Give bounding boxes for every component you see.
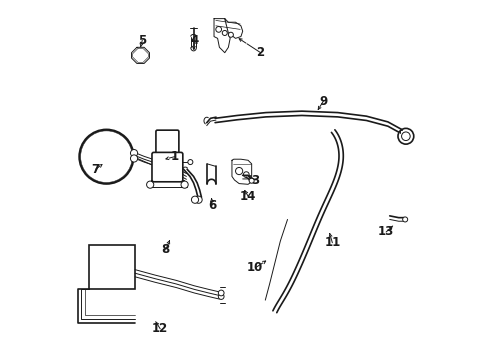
FancyBboxPatch shape [156, 130, 179, 156]
Text: 2: 2 [256, 46, 264, 59]
Circle shape [89, 139, 123, 174]
Circle shape [222, 31, 227, 36]
Circle shape [181, 181, 188, 188]
Circle shape [235, 167, 242, 175]
Circle shape [130, 155, 137, 162]
Text: 14: 14 [240, 190, 256, 203]
Text: 13: 13 [377, 225, 393, 238]
Text: 5: 5 [138, 33, 146, 47]
Circle shape [81, 131, 132, 183]
Polygon shape [214, 19, 230, 53]
Text: 10: 10 [246, 261, 263, 274]
Circle shape [187, 159, 192, 165]
Circle shape [249, 178, 254, 183]
Text: 1: 1 [170, 150, 178, 163]
Polygon shape [224, 19, 242, 39]
Text: 7: 7 [91, 163, 100, 176]
Circle shape [218, 290, 224, 296]
Polygon shape [131, 47, 149, 63]
Circle shape [130, 149, 137, 157]
Text: 3: 3 [251, 174, 259, 186]
Circle shape [92, 142, 121, 171]
Circle shape [191, 196, 198, 203]
Text: 8: 8 [161, 243, 169, 256]
Text: 9: 9 [319, 95, 327, 108]
Circle shape [215, 27, 221, 32]
Text: 12: 12 [152, 322, 168, 335]
Circle shape [397, 129, 413, 144]
Circle shape [146, 181, 153, 188]
Circle shape [218, 294, 224, 300]
Text: 11: 11 [324, 236, 340, 249]
Circle shape [84, 134, 128, 179]
Circle shape [102, 153, 110, 160]
Circle shape [401, 132, 409, 140]
Circle shape [87, 138, 125, 176]
Circle shape [82, 133, 130, 181]
Circle shape [80, 130, 133, 184]
Polygon shape [231, 159, 251, 184]
Text: 4: 4 [190, 33, 198, 47]
Bar [88, 244, 135, 289]
Circle shape [228, 32, 233, 37]
FancyBboxPatch shape [152, 152, 183, 182]
Circle shape [85, 136, 127, 177]
Text: 6: 6 [208, 199, 216, 212]
Circle shape [195, 196, 202, 203]
Circle shape [99, 149, 114, 165]
Circle shape [243, 172, 249, 177]
Circle shape [402, 217, 407, 222]
